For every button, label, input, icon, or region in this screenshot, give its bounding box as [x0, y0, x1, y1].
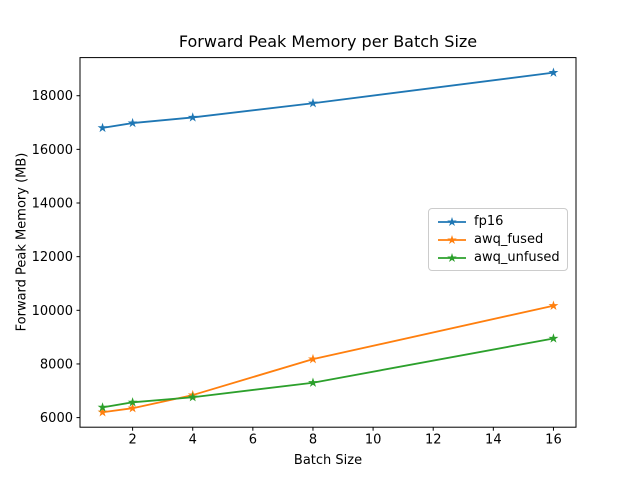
y-tick-label: 8000 [40, 357, 73, 372]
legend-star-icon [447, 234, 457, 244]
x-tick-label: 12 [425, 433, 442, 448]
marker-star-fp16 [548, 67, 559, 77]
marker-star-awq_fused [127, 403, 138, 413]
y-tick-label: 6000 [40, 411, 73, 426]
legend-line-sample [438, 216, 466, 226]
legend-line-sample [438, 252, 466, 262]
marker-star-fp16 [308, 98, 318, 108]
marker-star-awq_unfused [308, 377, 318, 387]
marker-star-awq_unfused [548, 333, 559, 343]
marker-star-awq_fused [308, 353, 318, 364]
legend-line-sample [438, 234, 466, 244]
legend: fp16 awq_fused awq_unfused [428, 208, 568, 271]
marker-star-fp16 [187, 112, 198, 122]
legend-label: awq_fused [474, 232, 544, 247]
legend-entry-awq_unfused: awq_unfused [437, 250, 560, 265]
x-tick-label: 16 [545, 433, 562, 448]
marker-star-awq_fused [97, 407, 108, 417]
y-tick-label: 16000 [32, 143, 73, 158]
chart-title: Forward Peak Memory per Batch Size [178, 32, 478, 51]
y-tick-label: 18000 [32, 89, 73, 104]
legend-label: fp16 [474, 214, 504, 229]
x-tick-label: 4 [189, 433, 197, 448]
legend-entry-fp16: fp16 [437, 214, 559, 229]
x-tick-label: 10 [365, 433, 382, 448]
legend-star-icon [447, 216, 457, 226]
axes-spines [79, 57, 577, 428]
series-line-fp16 [102, 71, 554, 129]
x-tick-label: 14 [485, 433, 502, 448]
marker-star-fp16 [127, 117, 138, 128]
marker-star-awq_unfused [97, 402, 108, 412]
legend-star-icon [447, 252, 457, 262]
y-tick-label: 10000 [32, 304, 73, 319]
marker-star-fp16 [97, 122, 108, 133]
marker-star-awq_unfused [127, 397, 138, 407]
series-line-awq_fused [102, 304, 554, 414]
y-axis-label: Forward Peak Memory (MB) [14, 152, 30, 332]
x-tick-label: 6 [249, 433, 257, 448]
legend-entry-awq_fused: awq_fused [437, 232, 559, 247]
y-tick-label: 14000 [32, 197, 73, 212]
marker-star-awq_fused [548, 300, 559, 310]
y-tick-label: 12000 [32, 250, 73, 265]
x-tick-label: 2 [128, 433, 136, 448]
series-line-awq_unfused [102, 337, 554, 409]
x-tick-label: 8 [309, 433, 317, 448]
legend-label: awq_unfused [474, 250, 560, 265]
marker-star-awq_unfused [187, 392, 198, 402]
x-axis-label: Batch Size [293, 453, 363, 468]
